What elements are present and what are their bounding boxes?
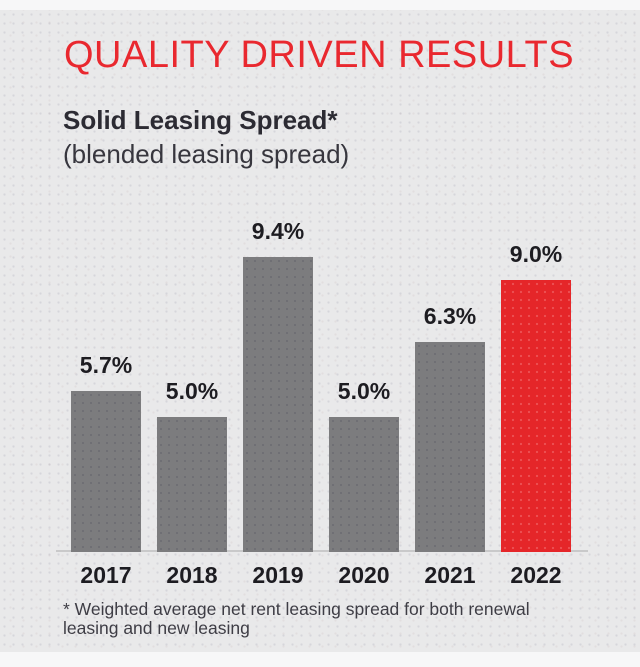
bar-value-2021: 6.3% [423, 303, 477, 329]
bar-2018 [157, 417, 227, 552]
x-axis-line [56, 550, 588, 552]
chart-title: Solid Leasing Spread* [63, 105, 338, 135]
x-tick-2021: 2021 [424, 562, 476, 588]
bar-value-2019: 9.4% [251, 218, 305, 244]
x-tick-2017: 2017 [80, 562, 132, 588]
footnote-line-2: leasing and new leasing [63, 617, 250, 638]
x-tick-2019: 2019 [252, 562, 304, 588]
footnote-line-1: * Weighted average net rent leasing spre… [63, 599, 530, 619]
bar-2022 [501, 280, 571, 552]
bar-value-2018: 5.0% [165, 378, 219, 404]
bar-2017 [71, 391, 141, 552]
x-tick-2020: 2020 [338, 562, 390, 588]
bar-value-2020: 5.0% [337, 378, 391, 404]
slide-panel: QUALITY DRIVEN RESULTS Solid Leasing Spr… [0, 10, 640, 652]
page-title: QUALITY DRIVEN RESULTS [64, 34, 575, 76]
x-tick-2018: 2018 [166, 562, 218, 588]
bar-value-2017: 5.7% [79, 352, 133, 378]
bar-2019 [243, 257, 313, 552]
footnote: * Weighted average net rent leasing spre… [63, 600, 530, 637]
x-tick-2022: 2022 [510, 562, 562, 588]
bar-2020 [329, 417, 399, 552]
chart-subtitle: (blended leasing spread) [63, 139, 350, 169]
bar-value-2022: 9.0% [509, 241, 563, 267]
bar-2021 [415, 342, 485, 552]
bar-chart: 5.7% 2017 5.0% 2018 9.4% 2019 5.0% 2020 6.3% 2021… [0, 10, 640, 667]
